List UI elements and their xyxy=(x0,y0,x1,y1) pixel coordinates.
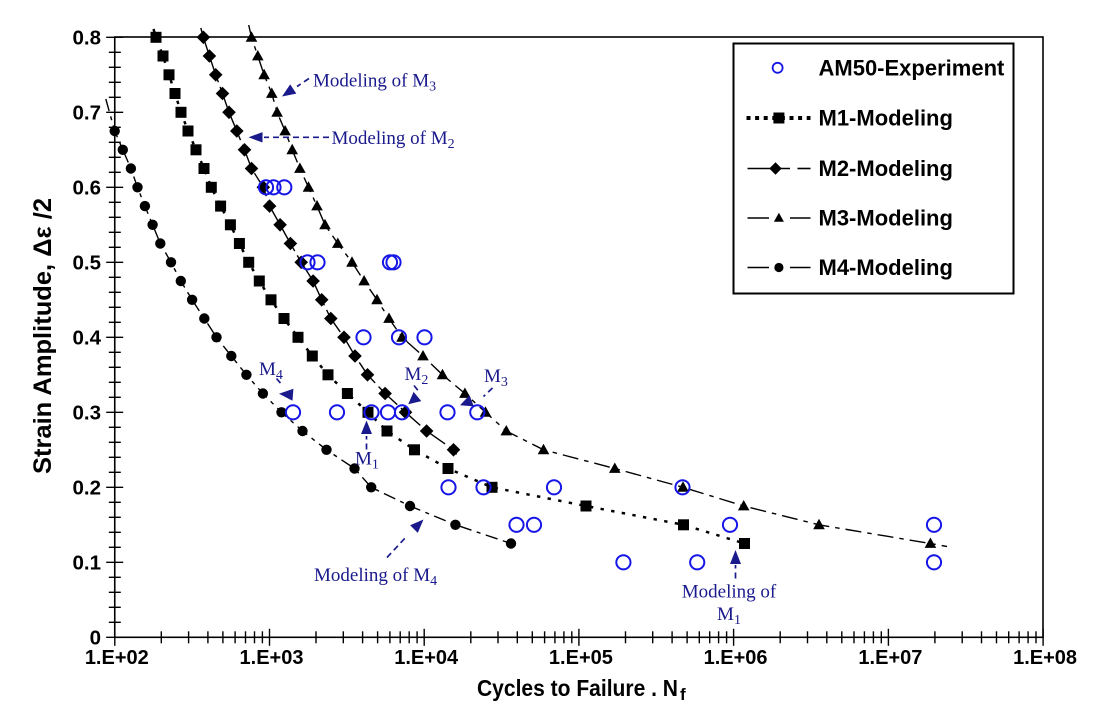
svg-text:1.E+03: 1.E+03 xyxy=(240,647,304,669)
svg-text:0.4: 0.4 xyxy=(73,326,102,349)
svg-text:0.3: 0.3 xyxy=(73,401,102,424)
svg-text:0.7: 0.7 xyxy=(73,101,102,124)
svg-text:Strain Amplitude, Δε /2: Strain Amplitude, Δε /2 xyxy=(29,198,57,474)
svg-text:1.E+04: 1.E+04 xyxy=(394,647,459,669)
svg-text:0.5: 0.5 xyxy=(73,251,102,274)
svg-text:M3-Modeling: M3-Modeling xyxy=(819,206,953,231)
svg-text:f: f xyxy=(680,685,686,704)
svg-text:1.E+02: 1.E+02 xyxy=(85,647,149,669)
svg-text:1.E+06: 1.E+06 xyxy=(704,647,768,669)
svg-text:0.6: 0.6 xyxy=(73,176,102,199)
svg-text:AM50-Experiment: AM50-Experiment xyxy=(819,55,1006,80)
svg-text:M4-Modeling: M4-Modeling xyxy=(819,255,953,280)
svg-text:0.2: 0.2 xyxy=(73,476,102,499)
svg-text:0.8: 0.8 xyxy=(73,26,102,49)
svg-text:1.E+08: 1.E+08 xyxy=(1013,647,1077,669)
svg-text:0: 0 xyxy=(90,626,101,649)
svg-text:Cycles to Failure . N: Cycles to Failure . N xyxy=(477,675,678,701)
svg-text:1.E+05: 1.E+05 xyxy=(549,647,613,669)
svg-text:Modeling of M2: Modeling of M2 xyxy=(332,128,455,152)
svg-text:0.1: 0.1 xyxy=(73,551,102,574)
svg-text:M1-Modeling: M1-Modeling xyxy=(819,106,953,131)
svg-text:M2-Modeling: M2-Modeling xyxy=(819,156,953,181)
svg-text:Modeling of M3: Modeling of M3 xyxy=(313,71,436,95)
svg-text:Modeling of: Modeling of xyxy=(682,582,777,603)
svg-text:Modeling of M4: Modeling of M4 xyxy=(314,565,437,589)
svg-text:1.E+07: 1.E+07 xyxy=(858,647,922,669)
